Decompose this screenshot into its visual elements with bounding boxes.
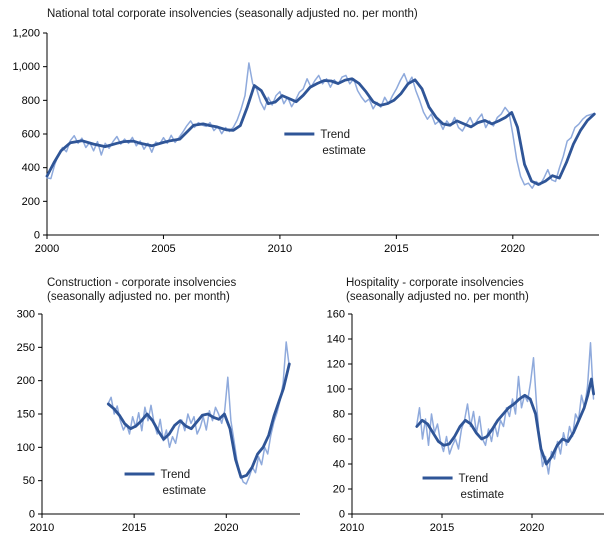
legend-label-line2: estimate bbox=[461, 489, 504, 501]
y-tick-label: 60 bbox=[333, 434, 345, 446]
y-tick-label: 1,000 bbox=[12, 61, 40, 73]
hospitality-chart-title: Hospitality - corporate insolvencies (se… bbox=[306, 272, 612, 306]
y-tick-label: 1,200 bbox=[12, 28, 40, 40]
small-charts-row: Construction - corporate insolvencies (s… bbox=[0, 272, 612, 555]
legend-label-line1: Trend bbox=[320, 129, 350, 141]
hospitality-chart: Hospitality - corporate insolvencies (se… bbox=[306, 272, 612, 555]
seasonally-adjusted-line bbox=[415, 342, 595, 475]
y-tick-label: 150 bbox=[17, 409, 35, 421]
x-tick-label: 2015 bbox=[384, 243, 408, 255]
y-tick-label: 800 bbox=[22, 95, 40, 107]
y-tick-label: 0 bbox=[34, 230, 40, 242]
x-tick-label: 2010 bbox=[268, 243, 292, 255]
x-tick-label: 2015 bbox=[122, 522, 146, 534]
x-tick-label: 2020 bbox=[520, 522, 544, 534]
y-tick-label: 250 bbox=[17, 342, 35, 354]
x-tick-label: 2010 bbox=[30, 522, 54, 534]
construction-title-line2: (seasonally adjusted no. per month) bbox=[47, 291, 230, 303]
legend-label-line1: Trend bbox=[459, 473, 489, 485]
x-tick-label: 2020 bbox=[214, 522, 238, 534]
y-tick-label: 200 bbox=[17, 375, 35, 387]
x-tick-label: 2005 bbox=[151, 243, 175, 255]
y-tick-label: 140 bbox=[327, 334, 345, 346]
trend-estimate-line bbox=[415, 377, 596, 466]
y-tick-label: 0 bbox=[29, 509, 35, 521]
hospitality-chart-plot: 0 20 40 60 80 100 120 140 160 2010 2015 2020 Trend es… bbox=[327, 309, 604, 534]
construction-chart-plot: 0 50 100 150 200 250 300 2010 2015 2020 Trend estim… bbox=[17, 309, 300, 534]
y-tick-label: 50 bbox=[23, 475, 35, 487]
hospitality-title-line2: (seasonally adjusted no. per month) bbox=[346, 291, 529, 303]
construction-chart-title: Construction - corporate insolvencies (s… bbox=[0, 272, 306, 306]
y-tick-label: 100 bbox=[327, 384, 345, 396]
x-tick-label: 2020 bbox=[501, 243, 525, 255]
y-tick-label: 80 bbox=[333, 409, 345, 421]
construction-title-line1: Construction - corporate insolvencies bbox=[47, 277, 237, 289]
y-tick-label: 40 bbox=[333, 459, 345, 471]
x-tick-label: 2010 bbox=[340, 522, 364, 534]
national-chart-title: National total corporate insolvencies (s… bbox=[47, 8, 418, 20]
y-tick-label: 400 bbox=[22, 162, 40, 174]
x-tick-label: 2000 bbox=[35, 243, 59, 255]
y-tick-label: 300 bbox=[17, 309, 35, 321]
national-chart: National total corporate insolvencies (s… bbox=[0, 0, 612, 268]
x-tick-label: 2015 bbox=[430, 522, 454, 534]
national-chart-plot: 0 200 400 600 800 1,000 1,200 2000 2005 2010 2015 2… bbox=[12, 28, 599, 255]
trend-estimate-line bbox=[45, 77, 596, 186]
hospitality-title-line1: Hospitality - corporate insolvencies bbox=[346, 277, 524, 289]
y-tick-label: 160 bbox=[327, 309, 345, 321]
legend-label-line1: Trend bbox=[161, 469, 191, 481]
y-tick-label: 0 bbox=[339, 509, 345, 521]
construction-chart: Construction - corporate insolvencies (s… bbox=[0, 272, 306, 555]
legend-label-line2: estimate bbox=[163, 485, 206, 497]
legend-label-line2: estimate bbox=[322, 145, 365, 157]
trend-estimate-line bbox=[106, 362, 291, 479]
seasonally-adjusted-line bbox=[107, 341, 290, 485]
y-tick-label: 120 bbox=[327, 359, 345, 371]
y-tick-label: 200 bbox=[22, 196, 40, 208]
y-tick-label: 20 bbox=[333, 484, 345, 496]
y-tick-label: 600 bbox=[22, 129, 40, 141]
y-tick-label: 100 bbox=[17, 442, 35, 454]
